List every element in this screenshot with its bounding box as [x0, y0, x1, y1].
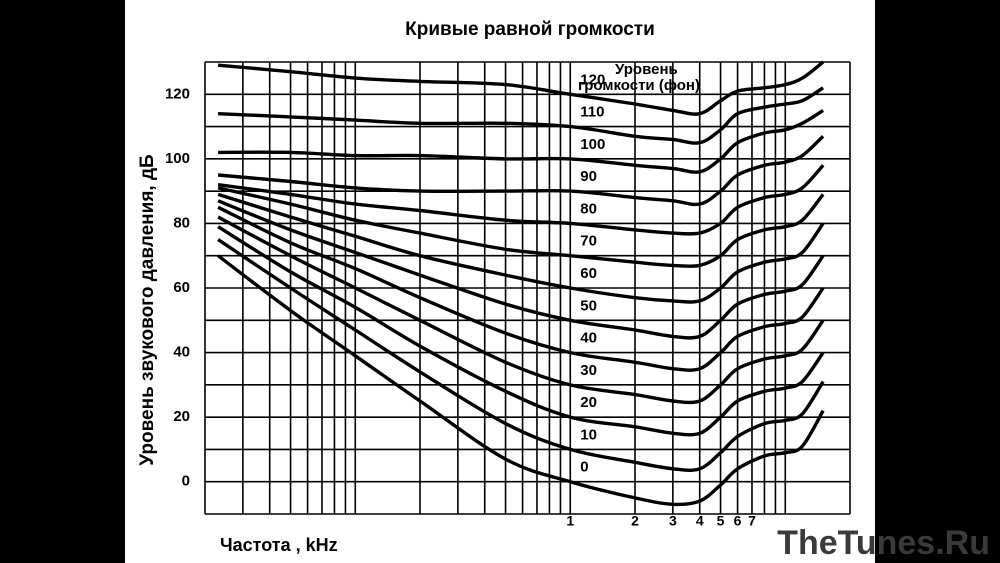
x-tick-label: 5 — [717, 513, 725, 529]
loudness-curve — [218, 86, 825, 145]
x-tick-label: 7 — [748, 513, 756, 529]
loudness-curve — [217, 215, 825, 405]
y-tick-label: 20 — [173, 408, 190, 425]
x-tick-label: 3 — [669, 513, 677, 529]
loudness-curve — [217, 225, 825, 437]
curve-label: 10 — [580, 426, 597, 443]
chart-title: Кривые равной громкости — [405, 19, 655, 40]
y-tick-label: 80 — [173, 214, 190, 231]
watermark: TheTunes.Ru — [777, 524, 990, 562]
loudness-curve — [217, 199, 825, 340]
loudness-curve — [217, 205, 825, 372]
curve-label: 110 — [580, 104, 604, 121]
x-tick-label: 2 — [631, 513, 639, 529]
loudness-curve — [218, 108, 825, 174]
curve-label: 30 — [580, 362, 597, 379]
curve-label: 80 — [580, 200, 597, 217]
y-tick-label: 0 — [182, 473, 190, 490]
loudness-curve — [217, 186, 825, 268]
curve-label: 20 — [580, 394, 597, 411]
loudness-curve — [217, 254, 825, 507]
y-tick-label: 120 — [165, 85, 190, 102]
y-tick-label: 100 — [165, 150, 190, 167]
curve-label: 90 — [580, 168, 597, 185]
y-axis-label: Уровень звукового давления, дБ — [137, 154, 158, 465]
x-tick-label: 6 — [734, 513, 742, 529]
loudness-curve — [217, 192, 825, 304]
annotation: громкости (фон) — [578, 77, 700, 94]
curve-label: 0 — [580, 459, 588, 476]
loudness-curve — [217, 60, 825, 116]
x-axis-label: Частота , kHz — [220, 535, 338, 555]
x-tick-label: 4 — [696, 513, 704, 529]
loudness-curve — [217, 135, 825, 207]
curve-label: 60 — [580, 265, 597, 282]
curve-label: 100 — [580, 136, 605, 153]
y-tick-label: 60 — [173, 279, 190, 296]
curve-label: 70 — [580, 233, 597, 250]
annotation: Уровень — [615, 61, 678, 78]
curve-label: 120 — [580, 71, 605, 88]
curve-label: 40 — [580, 330, 597, 347]
loudness-curve — [217, 238, 825, 472]
y-tick-label: 40 — [173, 344, 190, 361]
curve-label: 50 — [580, 297, 597, 314]
x-tick-label: 1 — [566, 513, 574, 529]
loudness-curve — [217, 164, 825, 236]
